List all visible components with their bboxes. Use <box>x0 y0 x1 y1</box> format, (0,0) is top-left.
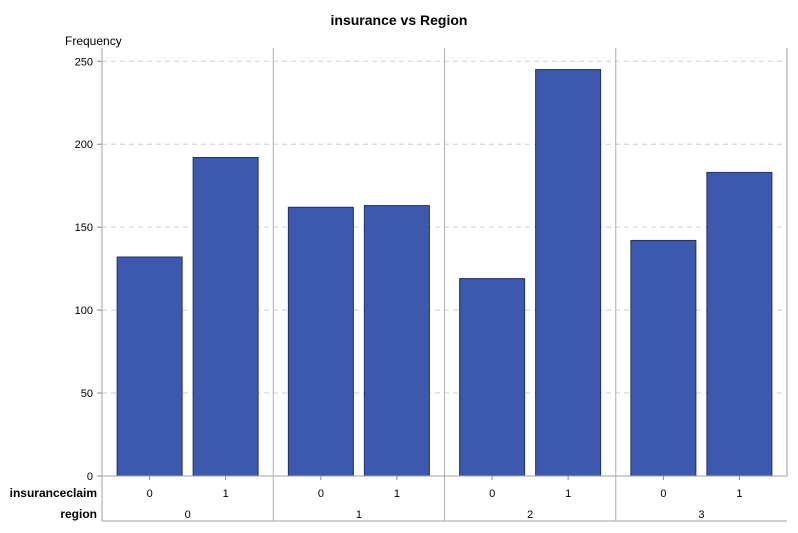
y-tick-label: 50 <box>81 388 93 400</box>
y-tick-label: 100 <box>75 305 93 317</box>
insuranceclaim-tick-label: 1 <box>394 488 400 500</box>
region-tick-label: 3 <box>698 509 704 521</box>
bar <box>363 205 430 477</box>
y-tick-label: 150 <box>75 222 93 234</box>
insuranceclaim-row-label: insuranceclaim <box>10 486 97 500</box>
bar <box>287 206 354 477</box>
insuranceclaim-tick-label: 1 <box>736 488 742 500</box>
region-row-label: region <box>60 507 97 521</box>
bar <box>116 256 183 477</box>
y-tick-label: 0 <box>87 471 93 483</box>
y-axis-title: Frequency <box>65 34 122 48</box>
region-tick-label: 1 <box>356 509 362 521</box>
insuranceclaim-tick-label: 0 <box>318 488 324 500</box>
insuranceclaim-tick-label: 1 <box>565 488 571 500</box>
bar <box>630 239 697 477</box>
insuranceclaim-tick-label: 1 <box>223 488 229 500</box>
y-tick-label: 200 <box>75 139 93 151</box>
insuranceclaim-tick-label: 0 <box>489 488 495 500</box>
bar <box>192 156 259 477</box>
y-tick-label: 250 <box>75 56 93 68</box>
insuranceclaim-tick-label: 0 <box>147 488 153 500</box>
region-tick-label: 0 <box>185 509 191 521</box>
chart-title: insurance vs Region <box>331 12 468 28</box>
insuranceclaim-tick-label: 0 <box>660 488 666 500</box>
bar <box>535 69 602 477</box>
region-tick-label: 2 <box>527 509 533 521</box>
bar <box>706 171 773 477</box>
bar <box>459 278 526 477</box>
